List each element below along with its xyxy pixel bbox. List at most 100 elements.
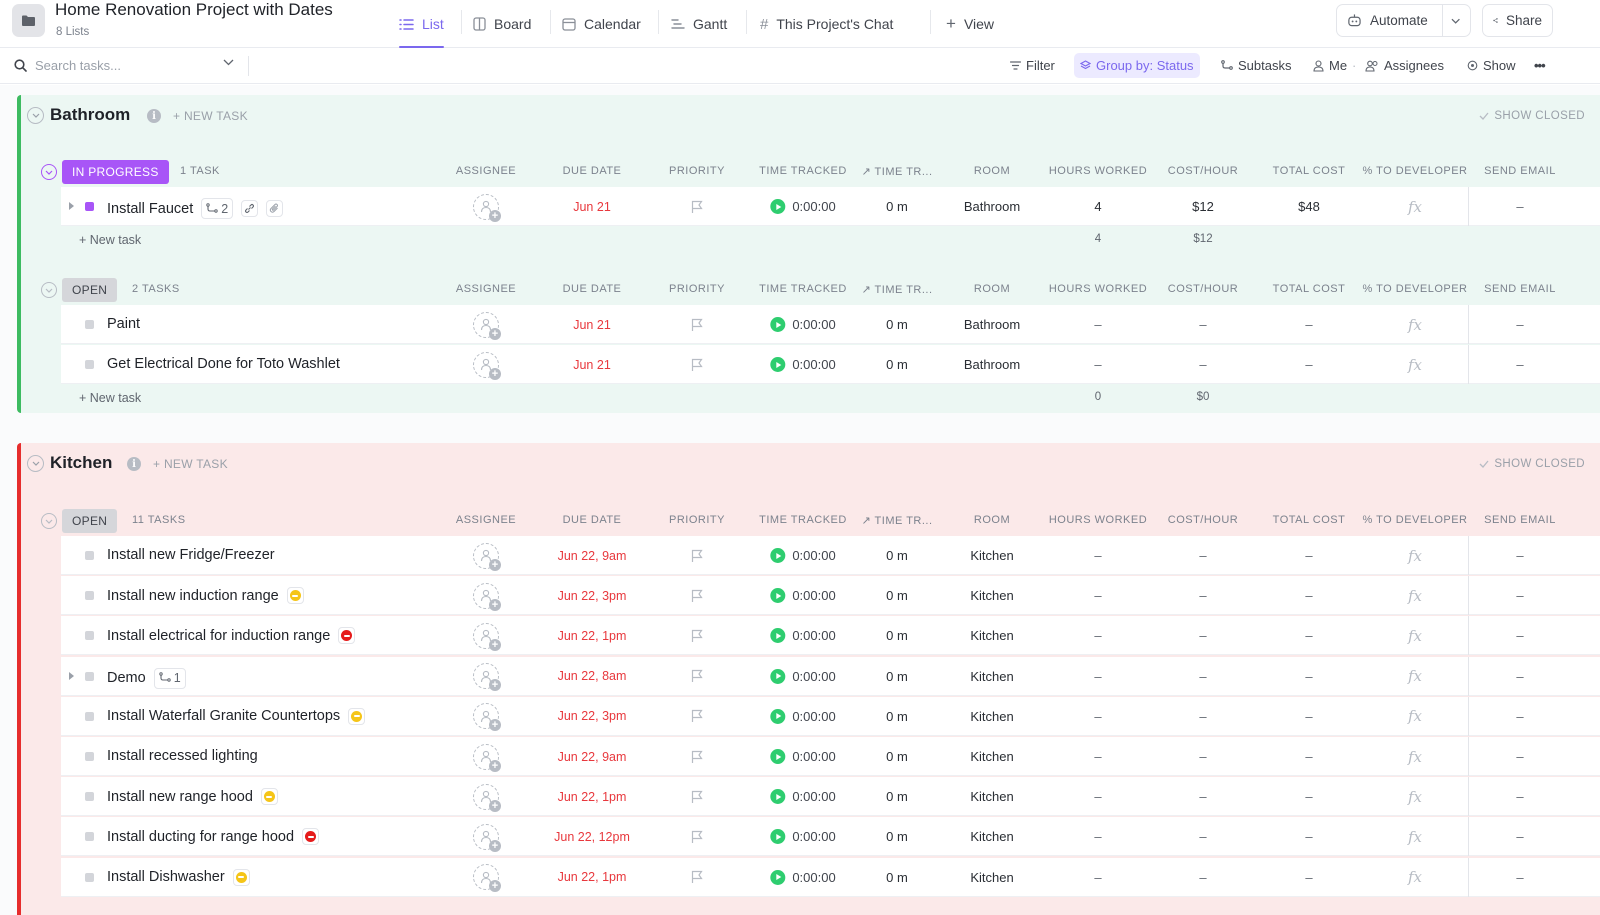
status-square[interactable]	[85, 591, 94, 601]
cost-hour-value[interactable]: –	[1199, 548, 1207, 563]
column-header-time-tr[interactable]: ↗ TIME TR...	[861, 514, 932, 527]
time-tracker[interactable]: 0:00:00	[770, 536, 836, 575]
time-tr-value[interactable]: 0 m	[886, 789, 908, 805]
formula-icon[interactable]: fx	[1407, 667, 1423, 686]
time-tracker[interactable]: 0:00:00	[770, 737, 836, 776]
play-icon[interactable]	[770, 588, 786, 604]
column-header-assignee[interactable]: ASSIGNEE	[455, 514, 517, 526]
total-cost-value[interactable]: –	[1305, 789, 1313, 805]
total-cost-value[interactable]: –	[1305, 708, 1313, 724]
priority-flag[interactable]	[691, 737, 703, 776]
table-row[interactable]: Install Dishwasher + Jun 22, 1pm 0:00:00 0 m…	[61, 857, 1600, 897]
status-square[interactable]	[85, 711, 94, 721]
status-badge[interactable]: OPEN	[62, 278, 118, 302]
assignee-avatar[interactable]: +	[473, 187, 501, 226]
time-tracker[interactable]: 0:00:00	[770, 777, 836, 816]
priority-flag[interactable]	[691, 858, 703, 897]
tab-board[interactable]: Board	[473, 0, 531, 48]
cost-hour-value[interactable]: –	[1199, 317, 1207, 332]
link-icon[interactable]	[241, 200, 259, 217]
status-square[interactable]	[85, 320, 94, 329]
status-square[interactable]	[85, 360, 94, 369]
column-header-send-email[interactable]: SEND EMAIL	[1484, 283, 1556, 295]
play-icon[interactable]	[770, 668, 786, 684]
show-closed-button[interactable]: SHOW CLOSED	[1479, 110, 1585, 122]
hours-worked-value[interactable]: –	[1094, 749, 1102, 764]
task-name[interactable]: Install Dishwasher	[107, 869, 225, 886]
room-value[interactable]: Kitchen	[970, 789, 1014, 805]
status-square[interactable]	[85, 872, 94, 882]
hours-worked-value[interactable]: –	[1094, 628, 1102, 644]
total-cost-value[interactable]: –	[1305, 869, 1313, 885]
tab-calendar[interactable]: Calendar	[562, 0, 641, 48]
status-badge[interactable]: IN PROGRESS	[62, 160, 169, 184]
priority-flag[interactable]	[691, 657, 703, 696]
blocked-icon[interactable]	[338, 627, 356, 645]
due-date[interactable]: Jun 21	[573, 357, 611, 372]
room-value[interactable]: Kitchen	[970, 829, 1014, 845]
tab-gantt[interactable]: Gantt	[671, 0, 727, 48]
play-icon[interactable]	[770, 548, 786, 563]
column-header-send-email[interactable]: SEND EMAIL	[1484, 514, 1556, 526]
time-tr-value[interactable]: 0 m	[886, 708, 908, 724]
time-tracker[interactable]: 0:00:00	[770, 187, 836, 226]
status-square[interactable]	[85, 671, 94, 681]
due-date[interactable]: Jun 21	[573, 317, 611, 332]
column-header-due-date[interactable]: DUE DATE	[562, 283, 622, 295]
time-tr-value[interactable]: 0 m	[886, 668, 908, 684]
task-name[interactable]: Install electrical for induction range	[107, 627, 331, 644]
status-square[interactable]	[85, 202, 94, 211]
priority-flag[interactable]	[691, 187, 703, 226]
column-header-time-tracked[interactable]: TIME TRACKED	[759, 283, 847, 295]
time-tracker[interactable]: 0:00:00	[770, 345, 836, 384]
time-tracker[interactable]: 0:00:00	[770, 697, 836, 736]
assignee-avatar[interactable]: +	[473, 737, 501, 776]
time-tr-value[interactable]: 0 m	[886, 548, 908, 563]
room-value[interactable]: Kitchen	[970, 749, 1014, 764]
room-value[interactable]: Kitchen	[970, 869, 1014, 885]
priority-flag[interactable]	[691, 616, 703, 655]
info-icon[interactable]: i	[127, 457, 141, 471]
cost-hour-value[interactable]: –	[1199, 789, 1207, 805]
group-collapse-toggle[interactable]	[41, 282, 57, 298]
table-row[interactable]: Install new Fridge/Freezer + Jun 22, 9am 0:…	[61, 536, 1600, 575]
task-name[interactable]: Install recessed lighting	[107, 748, 258, 764]
time-tracker[interactable]: 0:00:00	[770, 305, 836, 344]
column-header-cost-hour[interactable]: COST/HOUR	[1167, 283, 1239, 295]
send-email-value[interactable]: –	[1516, 829, 1524, 845]
cost-hour-value[interactable]: –	[1199, 749, 1207, 764]
tab-list[interactable]: List	[399, 0, 444, 48]
cost-hour-value[interactable]: –	[1199, 628, 1207, 644]
list-title[interactable]: Kitchen	[50, 453, 113, 472]
total-cost-value[interactable]: –	[1305, 668, 1313, 684]
table-row[interactable]: Install new range hood + Jun 22, 1pm 0:00:0…	[61, 777, 1600, 817]
new-task-button[interactable]: + NEW TASK	[153, 457, 228, 471]
room-value[interactable]: Bathroom	[963, 317, 1021, 332]
formula-icon[interactable]: fx	[1407, 707, 1423, 726]
total-cost-value[interactable]: –	[1305, 829, 1313, 845]
hours-worked-value[interactable]: –	[1094, 548, 1102, 563]
column-header-assignee[interactable]: ASSIGNEE	[455, 283, 517, 295]
send-email-value[interactable]: –	[1516, 749, 1524, 764]
collapse-toggle[interactable]	[27, 107, 44, 124]
project-subtitle[interactable]: 8 Lists	[56, 26, 90, 38]
time-tr-value[interactable]: 0 m	[886, 199, 908, 214]
play-icon[interactable]	[770, 357, 786, 372]
waiting-icon[interactable]	[286, 587, 304, 605]
formula-icon[interactable]: fx	[1407, 197, 1423, 216]
me-button[interactable]: Me	[1313, 48, 1347, 83]
cost-hour-value[interactable]: –	[1199, 588, 1207, 604]
column-header-time-tracked[interactable]: TIME TRACKED	[759, 165, 847, 177]
list-title[interactable]: Bathroom	[50, 105, 131, 124]
hours-worked-value[interactable]: –	[1094, 317, 1102, 332]
priority-flag[interactable]	[691, 777, 703, 816]
attachment-icon[interactable]	[266, 200, 284, 217]
send-email-value[interactable]: –	[1516, 668, 1524, 684]
task-name[interactable]: Install ducting for range hood	[107, 828, 295, 845]
chevron-down-icon[interactable]	[223, 59, 234, 66]
due-date[interactable]: Jun 21	[573, 199, 611, 214]
formula-icon[interactable]: fx	[1407, 827, 1423, 846]
waiting-icon[interactable]	[260, 788, 278, 806]
table-row[interactable]: Install new induction range + Jun 22, 3pm 0…	[61, 576, 1600, 616]
group-collapse-toggle[interactable]	[41, 164, 57, 180]
